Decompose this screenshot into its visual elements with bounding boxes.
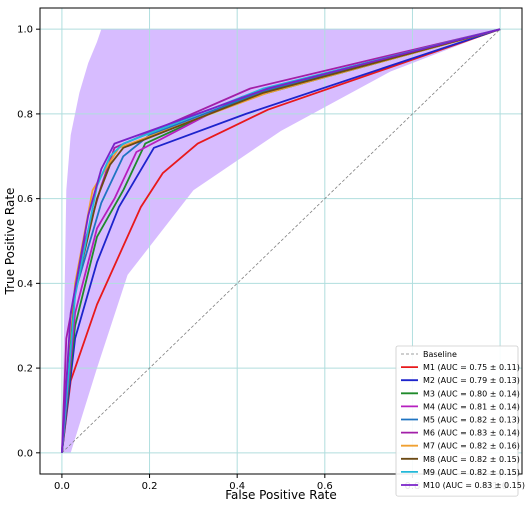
legend-entry-label: M2 (AUC = 0.79 ± 0.13) [423, 376, 520, 385]
legend-box [395, 345, 519, 497]
legend-entry-label: M5 (AUC = 0.82 ± 0.13) [423, 416, 520, 425]
legend-entry-label: M8 (AUC = 0.82 ± 0.15) [423, 455, 520, 464]
x-tick-label: 0.4 [229, 481, 245, 492]
y-tick-label: 0.2 [17, 364, 33, 375]
x-tick-label: 0.6 [317, 481, 333, 492]
x-tick-label: 0.2 [142, 481, 158, 492]
confidence-band [61, 29, 501, 453]
y-tick-label: 0.6 [17, 194, 33, 205]
y-tick-label: 0.4 [17, 279, 33, 290]
legend-entry-label: Baseline [423, 350, 457, 359]
baseline-line [61, 28, 501, 454]
legend-entry-label: M7 (AUC = 0.82 ± 0.16) [423, 442, 520, 451]
series-line-m10 [61, 28, 501, 453]
plot-frame [39, 7, 523, 475]
x-tick-label: 0.0 [54, 481, 70, 492]
y-tick-label: 0.8 [17, 109, 33, 120]
legend-entry-label: M9 (AUC = 0.82 ± 0.15) [423, 468, 520, 477]
y-axis-label: True Positive Rate [3, 188, 17, 296]
x-axis-label: False Positive Rate [225, 488, 337, 502]
series-layer [61, 28, 501, 453]
confidence-band-area [61, 29, 501, 453]
legend-entry-label: M3 (AUC = 0.80 ± 0.14) [423, 389, 520, 398]
legend-entry-label: M4 (AUC = 0.81 ± 0.14) [423, 402, 520, 411]
series-line-m1 [61, 28, 501, 453]
baseline-layer [61, 28, 501, 454]
y-tick-label: 0.0 [17, 448, 33, 459]
legend-entry-label: M1 (AUC = 0.75 ± 0.11) [423, 363, 520, 372]
series-line-m7 [61, 28, 501, 453]
y-tick-label: 1.0 [17, 25, 33, 36]
legend: Baseline M1 (AUC = 0.75 ± 0.11) M2 (AUC = … [395, 345, 525, 497]
legend-entry-label: M6 (AUC = 0.83 ± 0.14) [423, 429, 520, 438]
legend-entry-label: M10 (AUC = 0.83 ± 0.15) [423, 481, 525, 490]
series-line-m9 [61, 28, 501, 453]
series-line-m2 [61, 28, 501, 453]
